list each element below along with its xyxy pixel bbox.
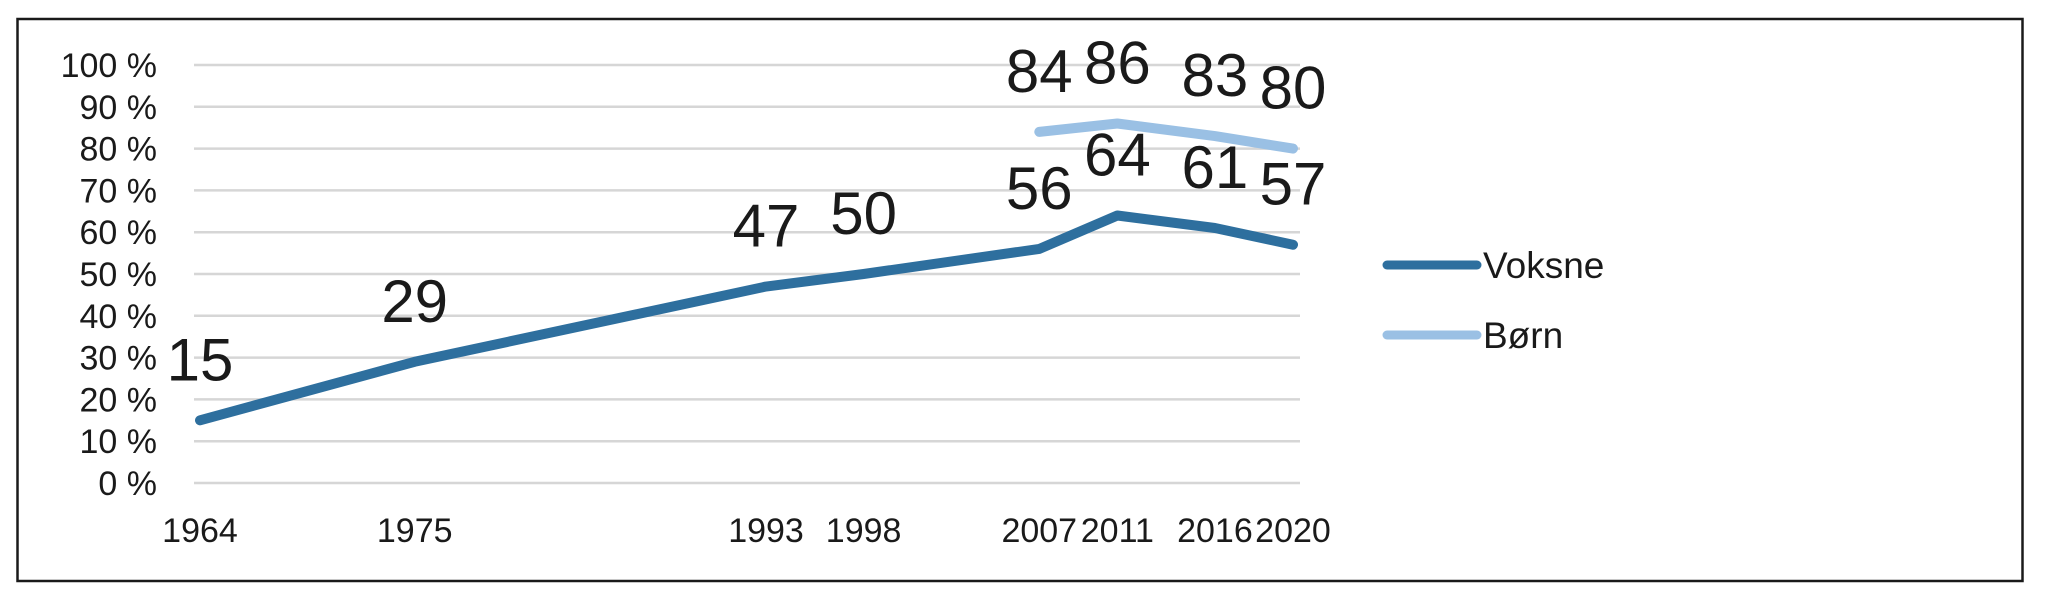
chart-frame bbox=[16, 17, 2024, 583]
x-tick-label: 2016 bbox=[1177, 512, 1253, 550]
x-tick-label: 1964 bbox=[162, 512, 238, 550]
data-label: 64 bbox=[1084, 121, 1151, 188]
data-label: 57 bbox=[1260, 151, 1327, 218]
y-tick-label: 10 % bbox=[80, 423, 158, 461]
data-label: 47 bbox=[733, 193, 800, 260]
y-tick-label: 80 % bbox=[80, 131, 158, 169]
data-label: 15 bbox=[167, 326, 234, 393]
data-label: 61 bbox=[1182, 134, 1249, 201]
y-tick-label: 20 % bbox=[80, 381, 158, 419]
y-tick-label: 70 % bbox=[80, 172, 158, 210]
x-tick-label: 2011 bbox=[1081, 512, 1154, 550]
x-tick-label: 1993 bbox=[728, 512, 804, 550]
data-label: 83 bbox=[1182, 42, 1249, 109]
x-tick-label: 1975 bbox=[377, 512, 453, 550]
y-tick-label: 0 % bbox=[98, 465, 157, 503]
data-label: 56 bbox=[1006, 155, 1073, 222]
x-tick-label: 2020 bbox=[1255, 512, 1331, 550]
data-label: 86 bbox=[1084, 30, 1151, 97]
y-tick-label: 90 % bbox=[80, 89, 158, 127]
legend-label-brn: Børn bbox=[1483, 315, 1563, 356]
data-label: 29 bbox=[381, 268, 448, 335]
y-tick-label: 100 % bbox=[61, 47, 157, 85]
data-label: 80 bbox=[1260, 55, 1327, 122]
legend-label-voksne: Voksne bbox=[1483, 245, 1604, 286]
x-tick-label: 1998 bbox=[826, 512, 902, 550]
y-tick-label: 50 % bbox=[80, 256, 158, 294]
data-label: 84 bbox=[1006, 38, 1073, 105]
y-tick-label: 30 % bbox=[80, 340, 158, 378]
data-label: 50 bbox=[830, 180, 897, 247]
series-line-voksne bbox=[195, 210, 1298, 426]
x-tick-label: 2007 bbox=[1001, 512, 1077, 550]
series-line-brn bbox=[1034, 118, 1298, 154]
y-tick-label: 60 % bbox=[80, 214, 158, 252]
y-tick-label: 40 % bbox=[80, 298, 158, 336]
